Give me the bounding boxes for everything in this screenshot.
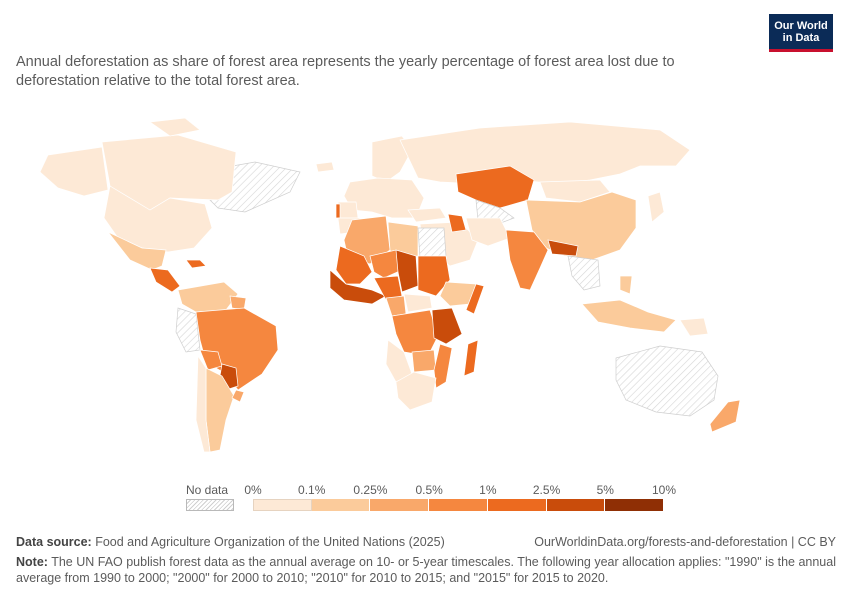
region-japan (647, 191, 665, 223)
region-south-africa (395, 371, 437, 411)
source-url-link[interactable]: OurWorldinData.org/forests-and-deforesta… (534, 535, 836, 549)
region-indonesia (581, 299, 677, 333)
region-new-zealand (709, 399, 741, 433)
legend-swatch-5 (546, 499, 606, 511)
region-india (505, 229, 549, 291)
region-canada-islands (149, 117, 201, 137)
region-car (403, 293, 433, 313)
region-colombia-venezuela (177, 281, 239, 313)
region-zambia (411, 349, 437, 373)
owid-logo[interactable]: Our World in Data (769, 14, 833, 52)
region-central-america (149, 267, 181, 293)
region-mali (335, 245, 373, 285)
region-png (679, 317, 709, 337)
legend-tick-label: 0.5% (415, 483, 443, 497)
legend-swatch-2 (370, 499, 430, 511)
region-east-africa (431, 307, 463, 345)
region-philippines (619, 275, 633, 295)
region-caribbean (185, 259, 207, 269)
legend-tick-label: 0.25% (353, 483, 388, 497)
region-west-africa (329, 269, 387, 305)
region-madagascar (463, 339, 479, 377)
legend-swatch-6 (605, 499, 664, 511)
logo-line-2: in Data (782, 32, 820, 44)
region-iraq (447, 213, 467, 233)
footer: Data source: Food and Agriculture Organi… (16, 535, 836, 586)
logo-line-1: Our World (774, 20, 828, 32)
legend-tick-label: 0% (244, 483, 262, 497)
legend-tick-label: 5% (596, 483, 614, 497)
region-peru (175, 307, 201, 353)
note-text: The UN FAO publish forest data as the an… (16, 555, 836, 585)
world-map (39, 117, 741, 453)
legend-swatch-0 (253, 499, 312, 511)
note: Note: The UN FAO publish forest data as … (16, 554, 836, 586)
region-portugal (335, 203, 341, 219)
region-niger (369, 249, 403, 279)
region-iran (465, 217, 511, 247)
region-kazakhstan (455, 165, 535, 209)
region-ethiopia (439, 281, 477, 307)
chart-subtitle: Annual deforestation as share of forest … (16, 54, 675, 89)
region-chad (395, 249, 419, 293)
note-label: Note: (16, 555, 48, 569)
region-algeria (343, 215, 391, 265)
legend-tick-label: 10% (651, 483, 677, 497)
region-iceland (315, 161, 335, 173)
region-mozambique (433, 343, 453, 389)
region-australia (615, 345, 719, 417)
region-turkey (407, 207, 447, 223)
legend-no-data-swatch (186, 499, 234, 511)
source-label: Data source: (16, 535, 92, 549)
region-usa (103, 185, 213, 253)
legend-tick-label: 2.5% (532, 483, 561, 497)
legend-swatch-4 (487, 499, 547, 511)
source-text: Food and Agriculture Organization of the… (95, 535, 445, 549)
region-myanmar (547, 239, 579, 257)
legend-tick-label: 0.1% (298, 483, 326, 497)
region-russia (399, 121, 691, 185)
region-somalia (465, 283, 485, 315)
region-alaska (39, 146, 109, 197)
source-line: Data source: Food and Agriculture Organi… (16, 535, 836, 553)
region-scandinavia (371, 135, 413, 183)
region-mexico (107, 231, 167, 271)
region-se-asia (567, 255, 601, 291)
color-legend: No data 0% 0.1% 0.25% 0.5% 1% 2.5% 5% 10% (0, 478, 850, 518)
region-egypt (417, 227, 447, 259)
legend-tick-label: 1% (479, 483, 497, 497)
legend-no-data-label: No data (186, 483, 229, 497)
region-chile (195, 354, 211, 453)
region-uruguay (231, 389, 245, 403)
region-iberia (337, 201, 359, 221)
region-sudan (417, 255, 451, 297)
region-cameroon (385, 295, 407, 317)
legend-swatch-1 (311, 499, 371, 511)
legend-swatch-3 (429, 499, 488, 511)
